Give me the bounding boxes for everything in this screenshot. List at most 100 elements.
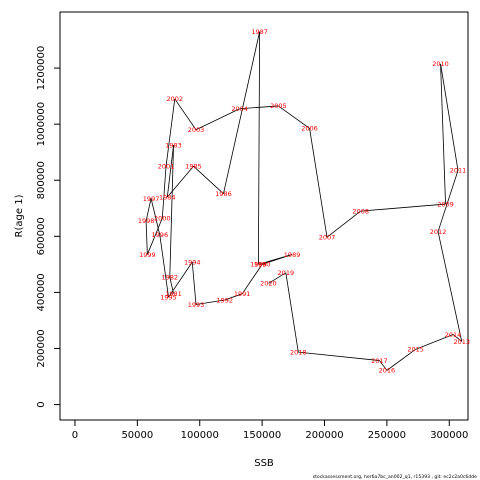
point-label-2007: 2007 (319, 233, 336, 241)
series-segment (386, 349, 416, 371)
y-axis: 0 200000 400000 600000 800000 1000000 1200000 (36, 46, 61, 408)
footer-note: stockassessment.org, her6a7bc_an002_q1, … (313, 474, 477, 480)
point-label-2006: 2006 (301, 125, 318, 133)
point-label-1990: 1990 (254, 261, 271, 269)
y-axis-label: R(age 1) (14, 194, 25, 237)
point-label-1985: 1985 (185, 163, 202, 171)
x-tick-label: 200000 (305, 430, 343, 441)
series-segment (278, 105, 310, 129)
point-label-2016: 2016 (379, 367, 396, 375)
point-label-2010: 2010 (432, 60, 449, 68)
series-segment (437, 231, 463, 342)
point-label-2020: 2020 (260, 280, 277, 288)
point-label-1994: 1994 (184, 258, 201, 266)
series-segment (195, 299, 225, 305)
y-tick-label: 800000 (36, 161, 47, 199)
x-axis: 0 50000 100000 150000 200000 250000 300000 (72, 419, 468, 441)
series-segment (169, 145, 174, 278)
point-label-2017: 2017 (371, 357, 388, 365)
point-label-1997: 1997 (143, 195, 160, 203)
x-tick-label: 100000 (181, 430, 219, 441)
x-tick-label: 150000 (243, 430, 281, 441)
x-tick-label: 50000 (121, 430, 153, 441)
point-label-2011: 2011 (450, 167, 467, 175)
series-segment (168, 261, 193, 298)
point-label-1993: 1993 (188, 301, 205, 309)
series-segment (440, 63, 446, 205)
point-label-2015: 2015 (407, 346, 424, 354)
series-segment (440, 63, 459, 171)
point-label-2005: 2005 (270, 102, 287, 110)
series-segment (150, 198, 161, 236)
series-segment (191, 262, 197, 305)
series-segment (268, 272, 287, 284)
series-segment (159, 234, 169, 298)
point-label-1999: 1999 (139, 251, 156, 259)
series-segment (309, 128, 328, 238)
point-labels: 1981 1982 1983 1984 1985 1986 1987 1988 1989 1990… (138, 28, 470, 375)
point-label-1981: 1981 (165, 290, 182, 298)
series-segment (166, 165, 194, 198)
series-segment (165, 98, 176, 167)
point-label-2004: 2004 (231, 105, 248, 113)
series-segment (224, 293, 243, 301)
x-tick-label: 250000 (368, 430, 406, 441)
point-label-1982: 1982 (162, 273, 179, 281)
series-segment (257, 31, 261, 265)
series-segment (262, 254, 293, 265)
point-label-2018: 2018 (290, 348, 307, 356)
y-tick-label: 0 (36, 401, 47, 407)
point-label-1998: 1998 (138, 217, 155, 225)
y-tick-label: 400000 (36, 273, 47, 311)
plot-frame (59, 11, 469, 421)
y-tick-label: 1200000 (36, 46, 47, 91)
series-segment (146, 217, 163, 255)
point-label-1984: 1984 (159, 193, 176, 201)
point-label-1992: 1992 (216, 296, 233, 304)
point-label-1988: 1988 (250, 261, 267, 269)
series-segment (166, 145, 174, 198)
x-axis-label: SSB (254, 458, 274, 469)
series-segment (239, 105, 279, 110)
y-tick-label: 600000 (36, 217, 47, 255)
series-segment (174, 98, 197, 130)
point-label-2012: 2012 (430, 228, 447, 236)
series-segment (145, 198, 152, 221)
series-segment (379, 360, 388, 371)
point-label-2003: 2003 (188, 126, 205, 134)
series-segment (437, 170, 459, 232)
point-label-1996: 1996 (152, 231, 169, 239)
y-tick-label: 1000000 (36, 102, 47, 147)
series-segment (415, 334, 454, 350)
y-tick-label: 200000 (36, 329, 47, 367)
point-label-2008: 2008 (352, 207, 369, 215)
series-segment (223, 31, 261, 194)
series-segment (145, 220, 148, 255)
x-tick-label: 0 (72, 430, 78, 441)
point-label-2014: 2014 (445, 331, 462, 339)
series-segment (452, 334, 463, 342)
series-segment (161, 166, 167, 219)
point-label-2000: 2000 (154, 214, 171, 222)
series-segment (298, 351, 380, 361)
point-label-2009: 2009 (437, 200, 454, 208)
series-segment (285, 272, 299, 353)
series-segment (193, 165, 224, 195)
x-tick-label: 300000 (430, 430, 468, 441)
point-label-1989: 1989 (284, 251, 301, 259)
series-segment (326, 210, 361, 238)
series-segment (360, 203, 446, 212)
point-label-1983: 1983 (165, 141, 182, 149)
point-label-1991: 1991 (234, 290, 251, 298)
series-segment (241, 264, 263, 295)
series-segment (195, 108, 240, 131)
series-line (145, 31, 463, 371)
point-label-1986: 1986 (215, 190, 232, 198)
point-label-2002: 2002 (167, 95, 184, 103)
point-label-1987: 1987 (251, 28, 268, 36)
point-label-2019: 2019 (278, 269, 295, 277)
point-label-1995: 1995 (160, 293, 177, 301)
point-label-2013: 2013 (453, 338, 470, 346)
point-label-2001: 2001 (158, 163, 175, 171)
